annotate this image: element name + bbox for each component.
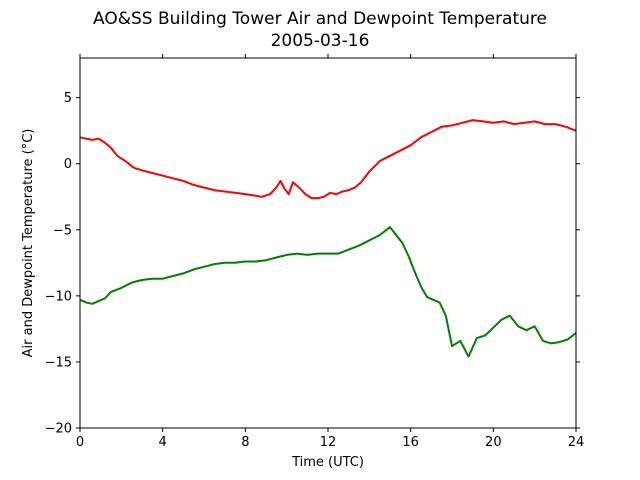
x-axis-label: Time (UTC) — [291, 455, 364, 470]
dewpoint-temperature-line — [79, 226, 577, 358]
chart-subtitle: 2005-03-16 — [271, 31, 370, 51]
y-axis-label: Air and Dewpoint Temperature (°C) — [21, 129, 36, 358]
y-tick-label: 5 — [64, 91, 72, 106]
x-tick-label: 12 — [320, 435, 337, 450]
air-temperature-line — [79, 119, 577, 200]
plot-area: 0 4 8 12 16 20 24 5 0 −5 −10 −15 −20 — [45, 54, 585, 450]
x-tick-label: 4 — [159, 435, 167, 450]
y-tick-label: 0 — [64, 157, 72, 172]
y-tick-label: −5 — [53, 223, 72, 238]
y-tick-label: −20 — [45, 422, 72, 437]
y-tick-label: −15 — [45, 355, 72, 370]
y-tick-label: −10 — [45, 289, 72, 304]
x-tick-label: 20 — [485, 435, 502, 450]
x-tick-label: 8 — [241, 435, 249, 450]
x-tick-label: 0 — [76, 435, 84, 450]
chart-title: AO&SS Building Tower Air and Dewpoint Te… — [93, 9, 547, 29]
x-tick-label: 16 — [402, 435, 419, 450]
x-tick-label: 24 — [568, 435, 585, 450]
